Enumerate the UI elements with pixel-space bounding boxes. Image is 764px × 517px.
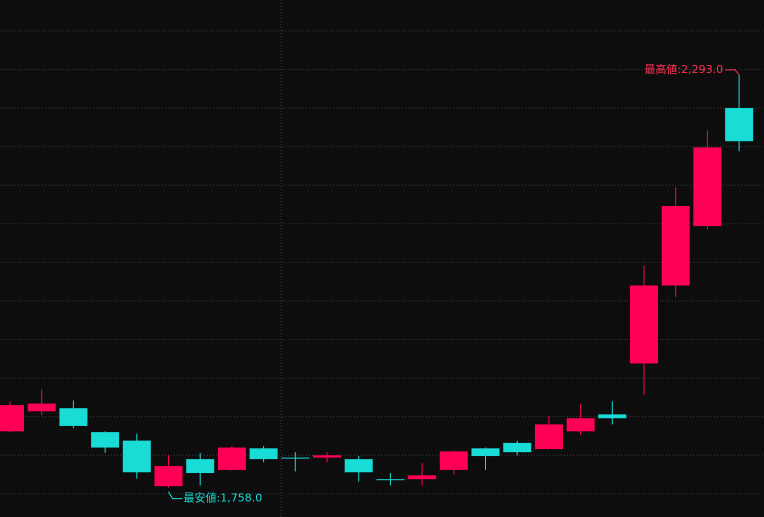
candle-body: [154, 466, 183, 487]
candle-body: [344, 459, 373, 473]
candle-body: [91, 432, 120, 448]
candle-body: [693, 147, 722, 227]
candle-body: [439, 451, 468, 470]
candle-body: [249, 448, 278, 460]
candle-body: [376, 479, 405, 481]
candle-body: [725, 108, 754, 142]
annotation-label: 最安値:1,758.0: [184, 491, 263, 505]
candle-body: [186, 459, 215, 474]
candle-body: [281, 457, 310, 459]
annotation-arrow: [725, 69, 740, 76]
candle-body: [217, 447, 246, 470]
candle-body: [0, 405, 24, 432]
candle-body: [471, 448, 500, 457]
candle-body: [630, 285, 658, 364]
candle-body: [408, 475, 437, 480]
candle-body: [534, 424, 563, 450]
candle-body: [59, 408, 88, 426]
annotation-label: 最高値:2,293.0: [644, 62, 723, 76]
candle-body: [122, 440, 151, 473]
annotation-arrow: [168, 491, 183, 500]
candle-body: [566, 418, 595, 432]
candle-body: [503, 442, 532, 453]
candle-body: [27, 403, 56, 412]
candle-body: [661, 206, 690, 286]
candle-body: [598, 414, 627, 419]
candle-body: [313, 455, 341, 458]
